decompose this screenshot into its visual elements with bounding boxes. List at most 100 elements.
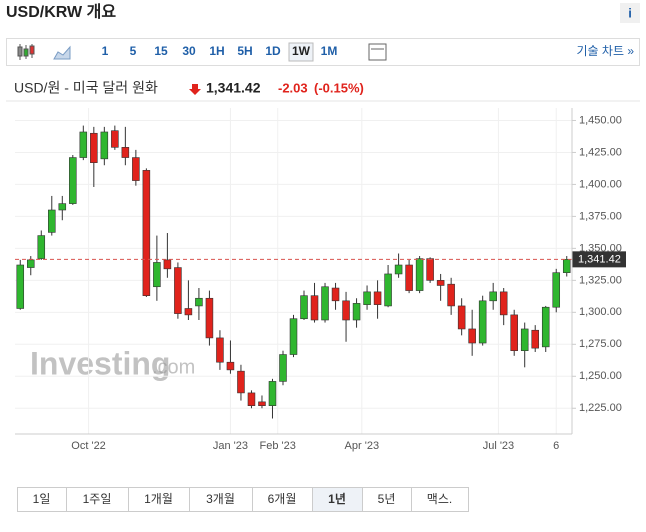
- interval-buttons: 1 5 15 30 1H 5H 1D 1W 1M: [102, 42, 338, 62]
- interval-selected: [288, 42, 314, 62]
- candle-body: [16, 264, 25, 309]
- candle-body: [321, 286, 329, 321]
- candle-body: [489, 291, 497, 302]
- candle-body: [363, 291, 371, 305]
- watermark-brand: Investing: [30, 345, 170, 381]
- candle-body: [520, 328, 529, 351]
- candle-body: [58, 203, 67, 211]
- range-label[interactable]: 5년: [378, 492, 396, 506]
- range-button[interactable]: [411, 487, 469, 512]
- candle-body: [37, 235, 46, 259]
- candle-body: [478, 300, 487, 344]
- candle-body: [226, 361, 235, 371]
- y-tick-label: 1,300.00: [579, 306, 622, 318]
- range-button[interactable]: [252, 487, 313, 512]
- x-tick-label: Apr '23: [345, 440, 380, 452]
- candle-body: [48, 209, 56, 233]
- candle-body: [247, 392, 256, 406]
- candle-body: [268, 381, 277, 406]
- info-icon[interactable]: i: [628, 5, 632, 20]
- range-button[interactable]: [66, 487, 129, 512]
- range-label[interactable]: 1일: [33, 492, 51, 506]
- interval-button[interactable]: 15: [154, 44, 168, 58]
- candle-body: [468, 328, 476, 344]
- last-price-box: [572, 251, 626, 268]
- y-tick-label: 1,325.00: [579, 274, 622, 286]
- range-label[interactable]: 1년: [328, 492, 346, 506]
- candle-body: [100, 131, 109, 160]
- interval-button[interactable]: 1D: [265, 44, 281, 58]
- range-label[interactable]: 1개월: [144, 492, 173, 506]
- candle-body: [562, 259, 571, 273]
- candle-body: [132, 157, 140, 181]
- y-tick-label: 1,350.00: [579, 242, 622, 254]
- y-tick-label: 1,225.00: [579, 402, 622, 414]
- candle-body: [184, 308, 193, 316]
- candle-body: [216, 337, 224, 363]
- y-tick-label: 1,450.00: [579, 114, 622, 126]
- watermark-suffix: .com: [152, 356, 195, 378]
- candle-body: [352, 303, 361, 321]
- candle-body: [195, 297, 203, 307]
- x-tick-label: Oct '22: [71, 440, 106, 452]
- candle-body: [79, 131, 88, 158]
- x-tick-label: Feb '23: [260, 440, 296, 452]
- candle-body: [373, 291, 382, 305]
- candle-body: [153, 262, 161, 288]
- interval-button[interactable]: 5: [130, 44, 137, 58]
- candle-body: [405, 264, 413, 291]
- info-button[interactable]: [620, 3, 640, 23]
- candle-body: [163, 259, 172, 270]
- x-tick-label: 6: [553, 440, 559, 452]
- x-tick-label: Jul '23: [483, 440, 514, 452]
- technical-chart-link[interactable]: 기술 차트 »: [576, 44, 634, 58]
- range-button[interactable]: [362, 487, 412, 512]
- range-label[interactable]: 3개월: [206, 492, 235, 506]
- change: -2.03: [278, 80, 308, 95]
- interval-button[interactable]: 1: [102, 44, 109, 58]
- y-tick-label: 1,425.00: [579, 146, 622, 158]
- range-button[interactable]: [128, 487, 190, 512]
- candle-body: [121, 147, 130, 158]
- range-selected[interactable]: [312, 487, 363, 512]
- y-tick-label: 1,400.00: [579, 178, 622, 190]
- candle-body: [205, 297, 214, 339]
- range-label[interactable]: 1주일: [83, 492, 112, 506]
- candle-body: [279, 354, 287, 382]
- plot: 1,225.00 1,250.00 1,275.00 1,300.00 1,325.00…: [15, 108, 626, 452]
- candle-icon[interactable]: [17, 44, 35, 60]
- interval-button[interactable]: 5H: [237, 44, 252, 58]
- candle-body: [310, 295, 319, 321]
- candle-body: [90, 132, 98, 163]
- candle-body: [237, 370, 245, 394]
- interval-button[interactable]: 1M: [321, 44, 338, 58]
- candle-body: [447, 283, 455, 307]
- page-title: USD/KRW 개요: [6, 2, 116, 21]
- candle-body: [541, 306, 550, 348]
- y-tick-label: 1,250.00: [579, 370, 622, 382]
- down-arrow: [189, 84, 201, 95]
- candle-body: [499, 291, 508, 316]
- y-tick-label: 1,275.00: [579, 338, 622, 350]
- interval-button[interactable]: 1H: [209, 44, 224, 58]
- price: 1,341.42: [206, 80, 261, 96]
- y-tick-label: 1,375.00: [579, 210, 622, 222]
- candle-body: [531, 329, 539, 349]
- candle-body: [174, 267, 182, 314]
- range-label[interactable]: 맥스.: [427, 492, 452, 506]
- range-label[interactable]: 6개월: [268, 492, 297, 506]
- interval-button[interactable]: 1W: [292, 44, 311, 58]
- candle-body: [258, 401, 266, 406]
- candle-body: [289, 318, 298, 355]
- interval-button[interactable]: 30: [182, 44, 196, 58]
- candle-body: [510, 314, 518, 351]
- settings-icon[interactable]: [368, 43, 387, 61]
- candle-body: [26, 259, 35, 268]
- range-buttons: 1일 1주일 1개월 3개월 6개월 1년 5년 맥스.: [17, 487, 469, 512]
- area-icon[interactable]: [53, 45, 71, 60]
- last-price-label: 1,341.42: [578, 253, 621, 265]
- change-pct: (-0.15%): [314, 80, 364, 95]
- x-tick-label: Jan '23: [213, 440, 248, 452]
